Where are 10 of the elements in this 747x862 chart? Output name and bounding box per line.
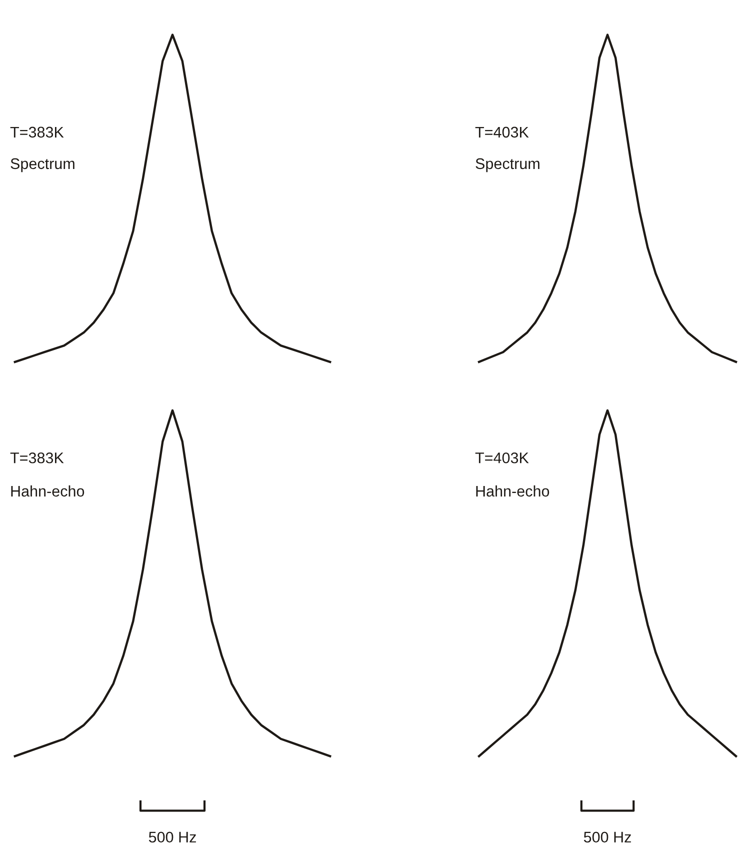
annotation: T=403K [475,126,529,138]
annotation: Spectrum [10,158,74,172]
annotation: T=383K [10,452,64,464]
annotation: T=383K [10,126,64,138]
annotation: T=403K [475,452,529,464]
text: 500 Hz [584,832,631,843]
text: 500 Hz [148,832,196,843]
annotation: Spectrum [476,158,540,172]
annotation: Hahn-echo [11,485,84,497]
annotation: Hahn-echo [476,485,550,497]
